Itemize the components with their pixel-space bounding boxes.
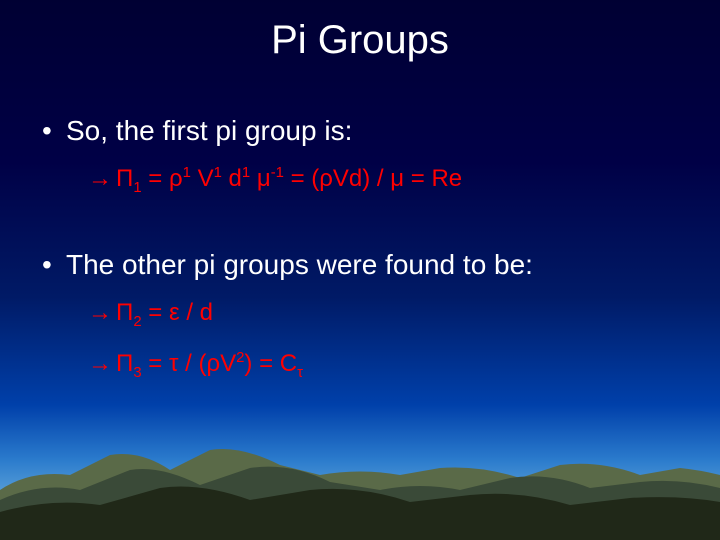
arrow-icon: →	[88, 348, 116, 379]
bullet-marker: •	[42, 113, 66, 149]
formula-text: Π3 = τ / (ρV2) = Cτ	[116, 350, 303, 377]
slide: Pi Groups •So, the first pi group is: →Π…	[0, 0, 720, 540]
formula-text: Π2 = ε / d	[116, 299, 213, 326]
bullet-text: The other pi groups were found to be:	[66, 249, 533, 280]
bullet-marker: •	[42, 247, 66, 283]
sub-bullet-item: →Π3 = τ / (ρV2) = Cτ	[88, 348, 690, 379]
arrow-icon: →	[88, 163, 116, 194]
bullet-text: So, the first pi group is:	[66, 115, 352, 146]
arrow-icon: →	[88, 297, 116, 328]
sub-bullet-item: →Π2 = ε / d	[88, 297, 690, 328]
spacer	[30, 215, 690, 247]
slide-content: Pi Groups •So, the first pi group is: →Π…	[0, 0, 720, 379]
bullet-item: •So, the first pi group is:	[42, 113, 690, 149]
sub-bullet-item: →Π1 = ρ1 V1 d1 μ-1 = (ρVd) / μ = Re	[88, 163, 690, 194]
formula-text: Π1 = ρ1 V1 d1 μ-1 = (ρVd) / μ = Re	[116, 165, 462, 192]
slide-title: Pi Groups	[30, 18, 690, 63]
bullet-item: •The other pi groups were found to be:	[42, 247, 690, 283]
mountain-decoration	[0, 420, 720, 540]
